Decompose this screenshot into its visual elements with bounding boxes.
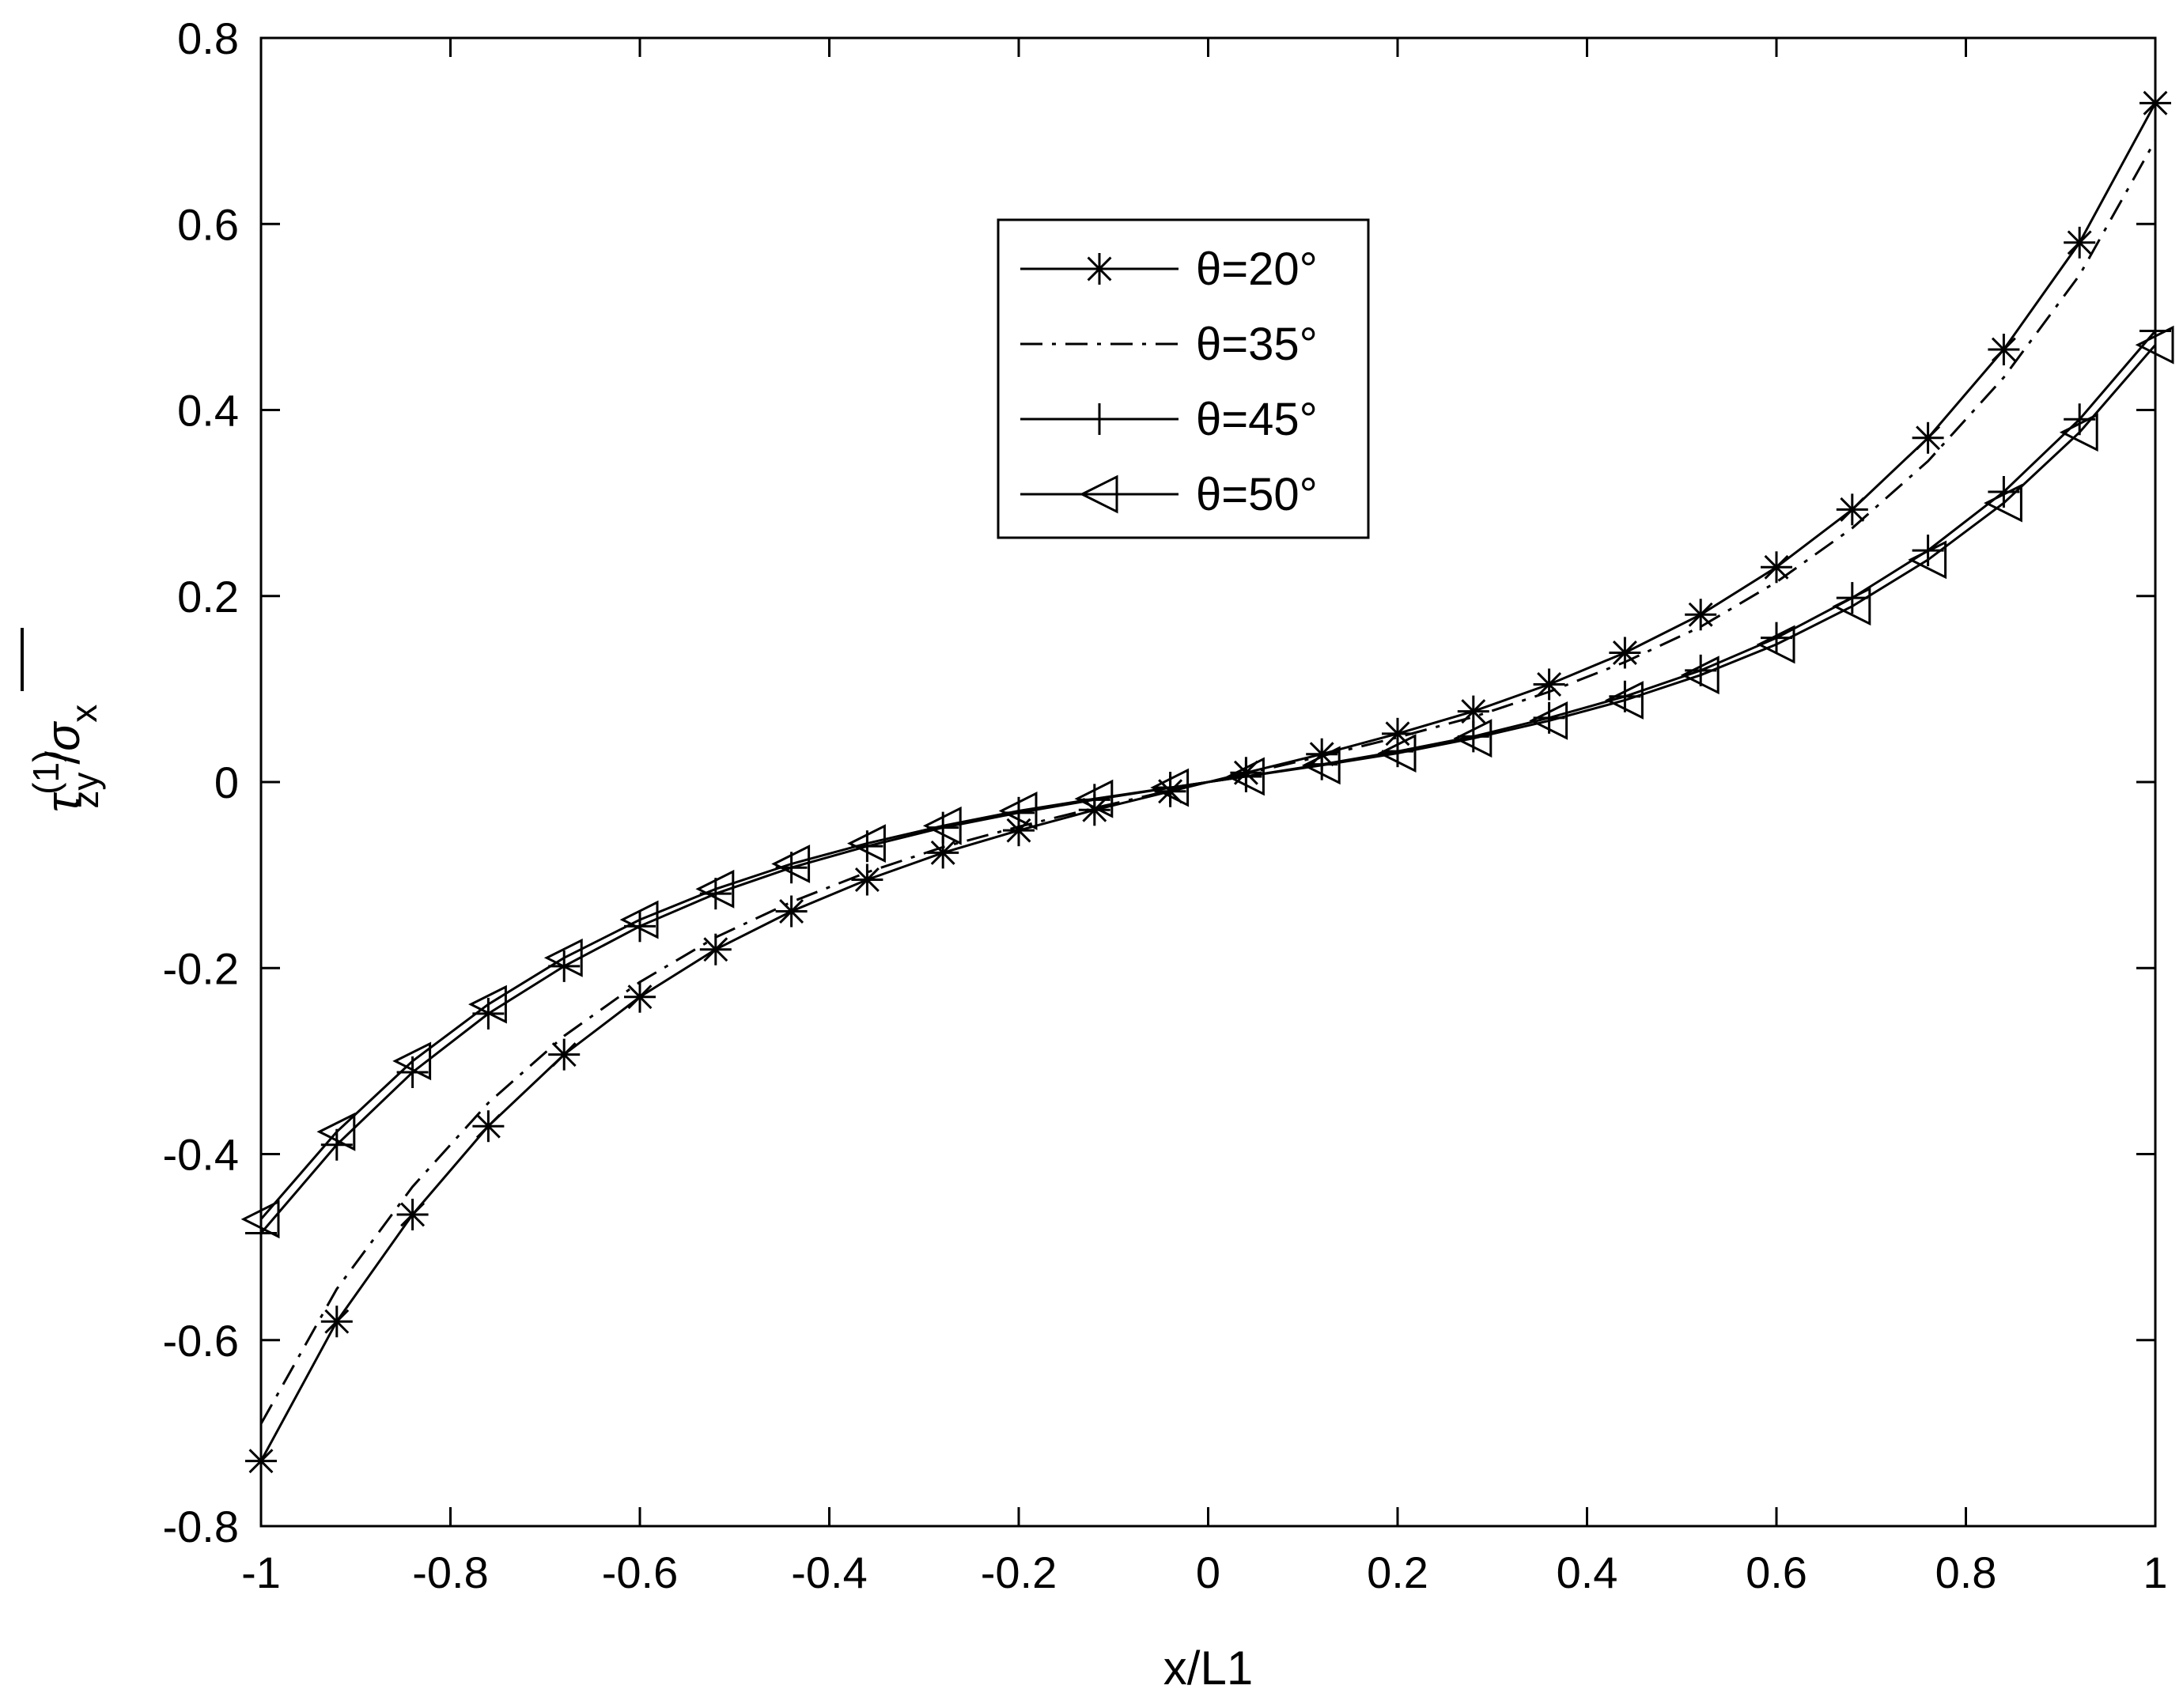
marker-triangle-left [1529,701,1568,740]
x-tick-label: -0.8 [412,1547,489,1597]
legend-item: θ=50° [1020,469,1318,520]
legend-item: θ=35° [1020,319,1318,370]
series-layer [240,87,2174,1477]
marker-triangle-left [1756,625,1795,664]
ticks-layer: -1 -0.8 -0.6 -0.4 -0.2 0 0.2 0.4 0.6 0.8 1-0.8-0.6… [163,13,2168,1597]
marker-asterisk [851,863,883,896]
marker-triangle-left [1605,681,1644,720]
marker-asterisk [472,1110,505,1143]
series-line [259,139,2157,1425]
marker-asterisk [624,981,656,1013]
marker-asterisk [2064,226,2096,259]
legend-box [997,218,1370,539]
legend: θ=20° θ=35° θ=45° θ=50° [997,218,1370,539]
marker-asterisk [548,1038,581,1071]
series-1 [245,87,2171,1477]
marker-triangle-left [695,869,735,909]
svg-text:τ(1)zy/σx: τ(1)zy /σx [25,705,106,813]
marker-asterisk [1988,334,2020,366]
marker-asterisk [1836,493,1868,526]
legend-label: θ=45° [1196,394,1318,445]
x-tick-label: 1 [2143,1547,2167,1597]
marker-triangle-left [1984,483,2022,523]
y-tick-label: 0.2 [177,572,239,622]
marker-asterisk [775,895,808,928]
marker-triangle-left [1074,779,1114,818]
marker-asterisk [320,1306,353,1338]
marker-triangle-left [468,984,507,1024]
legend-item: θ=20° [1020,244,1318,295]
marker-asterisk [1609,637,1641,669]
x-tick-label: 0.6 [1746,1547,1807,1597]
y-tick-label: -0.4 [163,1130,240,1180]
marker-triangle-left [771,845,811,883]
marker-asterisk [1084,253,1115,285]
marker-plus [1084,403,1115,435]
x-axis-title: x/L1 [1163,1642,1253,1695]
y-title-tau: τ [36,792,89,812]
x-tick-label: -0.6 [602,1547,679,1597]
marker-triangle-left [392,1041,432,1081]
y-axis-title: τ(1)zy /σx [21,628,106,813]
marker-triangle-left [619,900,659,939]
y-tick-label: -0.6 [163,1316,240,1366]
marker-triangle-left [1150,768,1190,807]
y-tick-label: -0.2 [163,943,240,993]
plot-frame [259,36,2157,1528]
marker-asterisk [699,933,732,965]
y-tick-label: 0.8 [177,13,239,63]
x-tick-label: -1 [241,1547,281,1597]
marker-triangle-left [998,792,1038,830]
y-title-sigma-sub: x [63,705,104,723]
y-tick-label: -0.8 [163,1502,240,1551]
marker-asterisk [396,1198,429,1230]
legend-label: θ=20° [1196,244,1318,295]
y-tick-label: 0.4 [177,386,239,436]
marker-triangle-left [1226,757,1265,796]
y-tick-label: 0 [214,758,239,807]
y-title-sup: (1) [25,750,66,795]
marker-triangle-left [2059,413,2098,452]
legend-label: θ=35° [1196,319,1318,370]
x-tick-label: 0.2 [1367,1547,1428,1597]
marker-triangle-left [1377,734,1417,773]
x-tick-label: 0.4 [1557,1547,1618,1597]
marker-asterisk [1533,668,1565,701]
marker-triangle-left [847,824,886,863]
x-tick-label: -0.4 [791,1547,868,1597]
marker-triangle-left [922,806,962,845]
marker-triangle-left [316,1112,356,1151]
x-tick-label: 0.8 [1935,1547,1997,1597]
marker-triangle-left [1908,540,1947,580]
marker-triangle-left [1079,474,1118,514]
marker-triangle-left [1301,746,1341,785]
y-title-sigma: σ [36,720,89,751]
marker-triangle-left [1680,656,1720,695]
series-line [259,344,2157,1220]
y-tick-label: 0.6 [177,199,239,249]
marker-asterisk [1761,551,1792,584]
legend-item: θ=45° [1020,394,1318,445]
series-2 [259,139,2157,1425]
x-tick-label: 0 [1196,1547,1220,1597]
marker-triangle-left [1453,719,1493,758]
marker-triangle-left [1832,587,1871,626]
legend-label: θ=50° [1196,469,1318,520]
marker-triangle-left [543,938,583,977]
x-tick-label: -0.2 [981,1547,1057,1597]
y-title-sub: zy [65,773,106,809]
y-title-slash: / [36,751,89,765]
marker-asterisk [1912,421,1944,454]
